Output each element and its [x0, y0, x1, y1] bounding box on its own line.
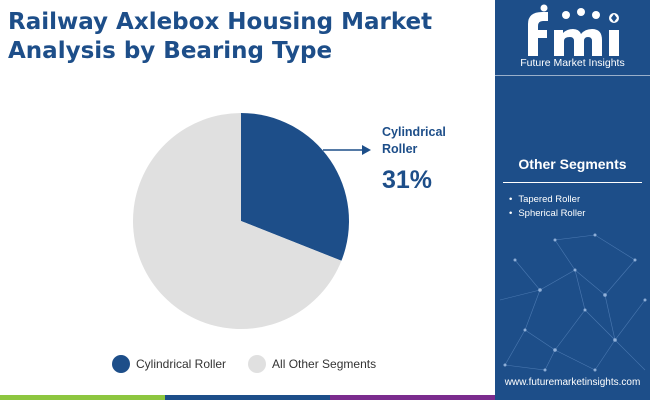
pie-chart	[132, 113, 371, 329]
bottom-bar-purple	[330, 395, 495, 400]
other-segments-list: Tapered Roller Spherical Roller	[509, 193, 585, 221]
callout-value: 31%	[382, 166, 433, 194]
legend-item-all-other-segments: All Other Segments	[248, 355, 376, 373]
brand-logo: Future Market Insights	[495, 0, 650, 76]
other-segment-item: Spherical Roller	[509, 207, 585, 221]
bottom-bar-green	[0, 395, 165, 400]
legend-swatch	[248, 355, 267, 373]
title-line-2: Analysis by Bearing Type	[8, 38, 333, 64]
page-title: Railway Axlebox Housing Market Analysis …	[8, 8, 478, 66]
other-segments-heading: Other Segments	[503, 153, 642, 183]
callout-arrow-head	[362, 145, 371, 155]
sidebar-panel: Future Market Insights Other Segments Ta…	[495, 0, 650, 400]
legend-label: Cylindrical Roller	[136, 357, 227, 371]
brand-name: Future Market Insights	[520, 57, 625, 69]
callout-label: Cylindrical Roller	[382, 125, 446, 156]
title-line-1: Railway Axlebox Housing Market	[8, 9, 433, 35]
fmi-logo-icon	[528, 4, 619, 56]
legend-swatch	[112, 355, 130, 373]
pie-slice-cylindrical-roller	[241, 113, 349, 261]
other-segment-item: Tapered Roller	[509, 193, 585, 207]
legend-label: All Other Segments	[272, 357, 377, 371]
pie-slice-all-other-segments	[132, 113, 342, 329]
network-graphic	[499, 233, 647, 372]
website-url: www.futuremarketinsights.com	[504, 377, 641, 388]
legend-item-cylindrical-roller: Cylindrical Roller	[112, 355, 226, 373]
bottom-bar-blue	[165, 395, 330, 400]
chart-legend: Cylindrical Roller All Other Segments	[112, 354, 398, 374]
bottom-color-bar	[0, 395, 495, 400]
